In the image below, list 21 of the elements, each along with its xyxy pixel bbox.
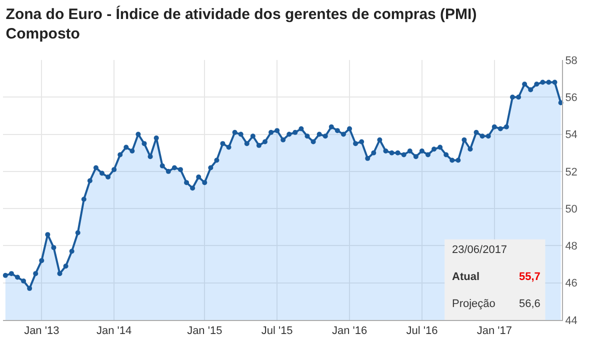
x-tick-label: Jan '14: [96, 325, 132, 338]
y-tick-label: 52: [565, 166, 578, 178]
chart-title: Zona do Euro - Índice de atividade dos gerentes de compras (PMI) Composto: [6, 5, 477, 43]
annotation: 56,6: [519, 298, 540, 310]
annotation: 55,7: [519, 271, 540, 283]
y-tick-label: 58: [565, 54, 578, 67]
y-tick-label: 44: [565, 314, 578, 327]
y-tick-label: 54: [565, 129, 578, 142]
x-tick-label: Jan '16: [332, 325, 368, 338]
x-tick-label: Jan '17: [476, 325, 512, 338]
x-tick-label: Jul '16: [406, 325, 438, 338]
x-tick-label: Jan '15: [187, 325, 222, 338]
y-tick-label: 46: [565, 278, 578, 290]
y-tick-label: 56: [565, 92, 578, 104]
x-tick-label: Jul '15: [261, 325, 293, 338]
annotation: Projeção: [452, 298, 496, 310]
x-tick-label: Jan '13: [24, 325, 60, 338]
annotation: 23/06/2017: [452, 244, 508, 256]
y-tick-label: 48: [565, 240, 578, 253]
annotation: Atual: [452, 271, 480, 283]
y-tick-label: 50: [565, 203, 578, 216]
